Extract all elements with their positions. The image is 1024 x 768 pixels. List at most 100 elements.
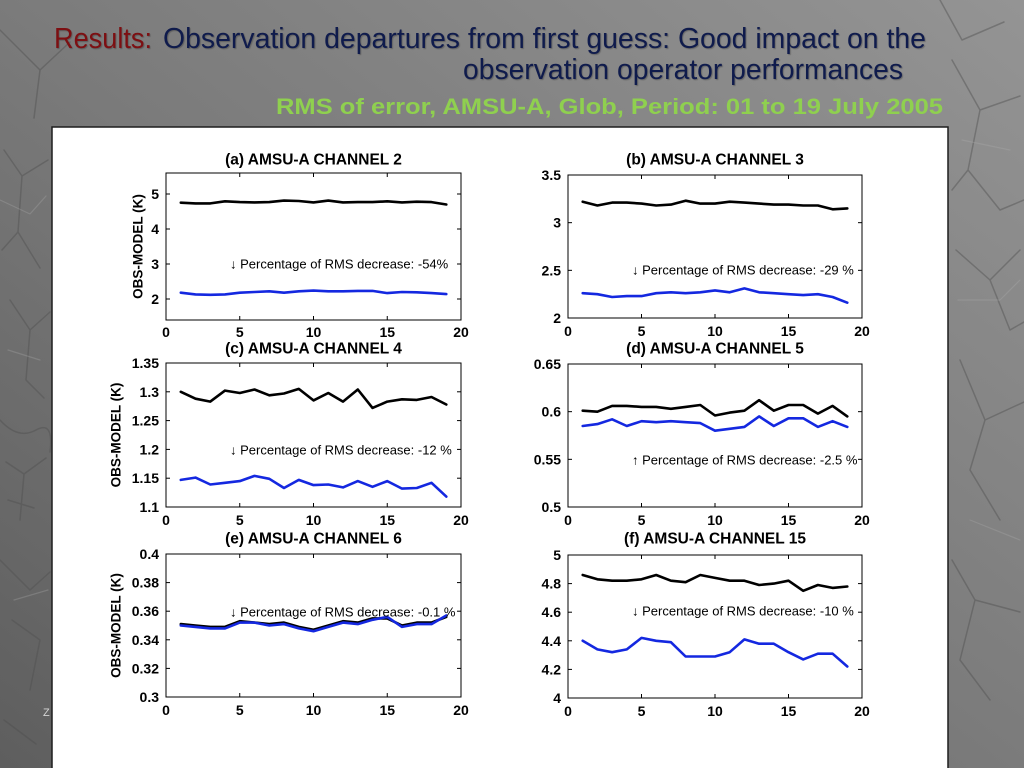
x-tick-label: 20: [854, 323, 870, 339]
series-line-2: [179, 614, 448, 633]
x-tick-label: 0: [162, 324, 170, 340]
x-tick-label: 15: [379, 324, 395, 340]
x-tick-label: 20: [453, 702, 469, 718]
x-tick-label: 5: [638, 512, 646, 528]
charts-grid: (a) AMSU-A CHANNEL 20 5 10 15 202345OBS-MODE…: [109, 152, 870, 720]
y-tick-label: 4.6: [542, 604, 562, 620]
annotation-text: ↓ Percentage of RMS decrease: -54%: [230, 257, 449, 272]
annotation-text: ↓ Percentage of RMS decrease: -12 %: [230, 443, 452, 458]
y-tick-label: 3.5: [542, 167, 562, 183]
y-tick-label: 0.65: [534, 356, 561, 372]
series-line-2: [581, 636, 849, 668]
figure-panel-border: [51, 126, 949, 768]
x-tick-label: 15: [379, 702, 395, 718]
y-tick-label: 1.2: [140, 441, 160, 457]
y-tick-label: 0.4: [140, 546, 160, 562]
x-tick-label: 5: [236, 324, 244, 340]
chart-title: (a) AMSU-A CHANNEL 2: [225, 152, 402, 169]
y-tick-label: 0.38: [132, 575, 159, 591]
chart-a: (a) AMSU-A CHANNEL 2 0 5 10 15 20 2 3 4 5 OBS-MODE…: [131, 152, 469, 341]
chart-title: (c) AMSU-A CHANNEL 4: [225, 341, 402, 358]
series-line-1: [179, 199, 448, 206]
y-tick-label: 0.5: [542, 499, 562, 515]
x-tick-label: 5: [638, 323, 646, 339]
x-tick-label: 0: [162, 512, 170, 528]
chart-title: (b) AMSU-A CHANNEL 3: [626, 152, 804, 169]
x-tick-label: 20: [453, 512, 469, 528]
x-tick-label: 10: [707, 323, 723, 339]
chart-e: (e) AMSU-A CHANNEL 6 0 5 10 15 20 0.3 0.32 0.34 0…: [109, 531, 469, 719]
y-tick-label: 4: [553, 690, 561, 706]
plot-area-frame: [165, 553, 462, 698]
x-tick-label: 5: [638, 703, 646, 719]
series-line-1: [179, 387, 448, 410]
y-tick-label: 2: [553, 310, 561, 326]
plot-area-frame: [567, 554, 863, 699]
series-line-1: [581, 398, 849, 418]
y-tick-label: 0.3: [140, 689, 160, 705]
x-tick-label: 20: [854, 703, 870, 719]
x-tick-label: 20: [453, 324, 469, 340]
annotation-text: ↓ Percentage of RMS decrease: -0.1 %: [230, 605, 456, 620]
x-tick-label: 10: [707, 703, 723, 719]
chart-title: (f) AMSU-A CHANNEL 15: [624, 531, 806, 548]
x-tick-label: 5: [236, 512, 244, 528]
series-line-2: [179, 474, 448, 498]
x-tick-label: 0: [564, 512, 572, 528]
y-tick-label: 0.55: [534, 451, 561, 467]
x-tick-label: 10: [306, 702, 322, 718]
x-tick-label: 15: [781, 703, 797, 719]
title-line-2: observation operator performances: [463, 54, 903, 86]
x-tick-label: 10: [707, 512, 723, 528]
x-tick-label: 10: [306, 324, 322, 340]
y-tick-label: 4.2: [542, 661, 562, 677]
y-tick-label: 0.32: [132, 660, 159, 676]
x-tick-label: 0: [564, 323, 572, 339]
series-line-2: [581, 415, 849, 433]
chart-d: (d) AMSU-A CHANNEL 5 0 5 10 15 20 0.5 0.55 0.6 0.…: [534, 341, 870, 529]
series-line-1: [581, 199, 849, 211]
y-tick-label: 3: [553, 215, 561, 231]
y-tick-label: 1.35: [132, 355, 159, 371]
y-tick-label: 2: [151, 291, 159, 307]
x-tick-label: 0: [162, 702, 170, 718]
x-tick-label: 15: [781, 512, 797, 528]
y-tick-label: 1.15: [132, 470, 159, 486]
x-tick-label: 0: [564, 703, 572, 719]
x-tick-label: 15: [781, 323, 797, 339]
x-tick-label: 10: [306, 512, 322, 528]
y-tick-label: 0.34: [132, 632, 159, 648]
plot-area-frame: [165, 172, 462, 321]
y-tick-label: 3: [151, 256, 159, 272]
plot-area-frame: [567, 363, 863, 508]
y-tick-label: 0.36: [132, 603, 159, 619]
chart-c: (c) AMSU-A CHANNEL 4 0 5 10 15 20 1.1 1.15 1.2 1.…: [109, 341, 469, 529]
footer-fragment: Z: [43, 707, 50, 719]
y-axis-label: OBS-MODEL (K): [131, 194, 146, 299]
x-tick-label: 15: [379, 512, 395, 528]
series-line-2: [179, 289, 448, 297]
y-tick-label: 4.8: [542, 576, 562, 592]
x-tick-label: 5: [236, 702, 244, 718]
y-tick-label: 0.6: [542, 404, 562, 420]
y-tick-label: 1.25: [132, 413, 159, 429]
y-tick-label: 4.4: [542, 633, 562, 649]
y-tick-label: 5: [151, 186, 159, 202]
x-tick-label: 20: [854, 512, 870, 528]
y-tick-label: 1.3: [140, 384, 160, 400]
y-tick-label: 5: [553, 547, 561, 563]
background-sketch: [0, 0, 1024, 745]
annotation-text: ↑ Percentage of RMS decrease: -2.5 %: [632, 453, 858, 468]
annotation-text: ↓ Percentage of RMS decrease: -29 %: [632, 263, 854, 278]
chart-title: (e) AMSU-A CHANNEL 6: [225, 531, 402, 548]
chart-title: (d) AMSU-A CHANNEL 5: [626, 341, 804, 358]
chart-f: (f) AMSU-A CHANNEL 15 0 5 10 15 20 4 4.2 4.4 4.6 4…: [542, 531, 870, 720]
y-tick-label: 1.1: [140, 499, 160, 515]
y-axis-label: OBS-MODEL (K): [109, 573, 124, 678]
title-line-1: Observation departures from first guess:…: [163, 23, 926, 55]
annotation-text: ↓ Percentage of RMS decrease: -10 %: [632, 604, 854, 619]
subtitle: RMS of error, AMSU-A, Glob, Period: 01 t…: [276, 94, 943, 119]
series-line-2: [581, 287, 849, 305]
